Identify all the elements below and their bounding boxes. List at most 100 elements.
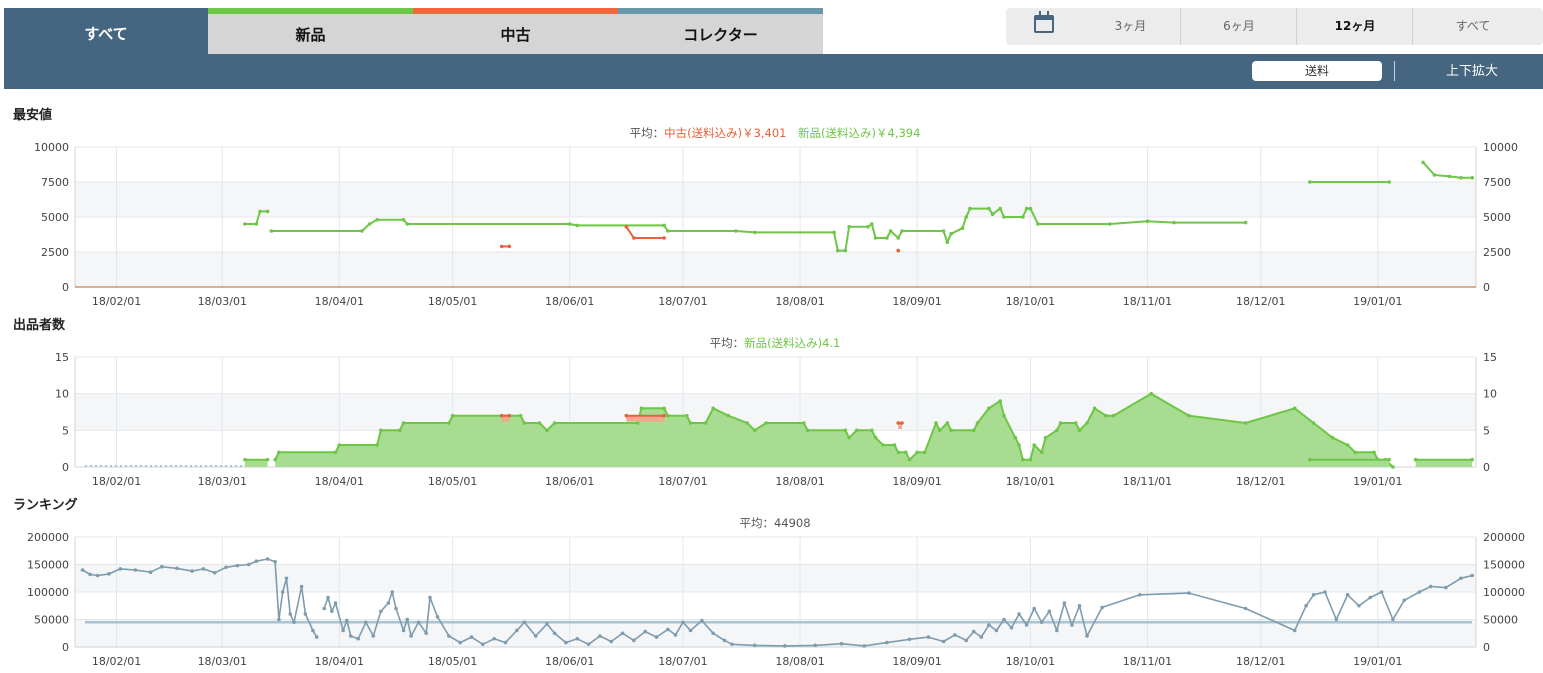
x-tick-label: 18/11/01 — [1123, 295, 1172, 308]
y-tick-label-right: 10 — [1483, 388, 1497, 401]
data-point — [1470, 457, 1475, 462]
data-point — [1149, 391, 1154, 396]
data-point — [273, 457, 277, 462]
data-point — [575, 636, 580, 641]
data-point — [564, 640, 568, 645]
condition-tabs: すべて 新品 中古 コレクター — [4, 8, 823, 54]
chart-toolbar: 送料 上下拡大 — [4, 54, 1543, 89]
data-point — [945, 240, 950, 244]
data-point — [964, 215, 969, 219]
data-point — [700, 618, 704, 623]
x-tick-label: 18/05/01 — [428, 295, 477, 308]
tab-collector[interactable]: コレクター — [618, 8, 823, 54]
data-point — [1391, 465, 1395, 469]
data-point — [545, 622, 549, 626]
data-point — [1002, 215, 1006, 219]
data-point — [745, 421, 749, 425]
data-point — [469, 635, 474, 639]
data-point — [1021, 457, 1025, 462]
data-point — [922, 450, 927, 455]
series-line — [323, 574, 1473, 647]
data-point — [1428, 584, 1433, 589]
data-point — [1402, 598, 1407, 603]
data-point — [265, 209, 270, 214]
tab-all-label: すべて — [84, 25, 128, 43]
data-point — [1311, 592, 1316, 597]
x-tick-label: 18/05/01 — [428, 475, 477, 488]
data-point — [1085, 634, 1089, 638]
data-point — [1345, 592, 1350, 597]
data-point — [1387, 180, 1391, 184]
x-tick-label: 18/04/01 — [315, 475, 364, 488]
data-point — [1470, 573, 1475, 578]
shipping-toggle-button[interactable]: 送料 — [1252, 61, 1382, 81]
x-tick-label: 18/06/01 — [545, 295, 594, 308]
vertical-zoom-button[interactable]: 上下拡大 — [1445, 64, 1498, 79]
data-point — [892, 443, 897, 447]
y-tick-label-left: 0 — [62, 461, 69, 474]
data-point — [1353, 450, 1357, 455]
data-point — [397, 428, 402, 433]
series-line — [244, 210, 268, 225]
series-area — [244, 459, 268, 467]
data-point — [394, 606, 398, 611]
data-point — [1024, 623, 1029, 627]
data-point — [1002, 617, 1006, 622]
data-point — [1039, 450, 1044, 455]
range-3m[interactable]: 3ヶ月 — [1114, 19, 1147, 33]
data-point — [1070, 623, 1074, 627]
tab-used[interactable]: 中古 — [413, 8, 618, 54]
data-point — [1334, 617, 1339, 622]
y-tick-label-right: 5000 — [1483, 211, 1511, 224]
data-point — [265, 457, 270, 462]
data-point — [447, 634, 451, 638]
data-point — [903, 450, 908, 455]
tab-all[interactable]: すべて — [4, 8, 208, 54]
data-point — [224, 565, 228, 570]
series-area — [275, 393, 1393, 467]
data-point — [684, 413, 689, 418]
data-point — [1243, 606, 1248, 611]
data-point — [896, 236, 901, 240]
data-point — [499, 413, 504, 418]
average-prefix: 平均： — [630, 126, 665, 140]
data-point — [537, 421, 542, 425]
data-point — [280, 590, 285, 594]
data-point — [994, 628, 999, 633]
data-point — [1413, 457, 1418, 462]
grid-band — [75, 147, 1476, 182]
range-all[interactable]: すべて — [1412, 8, 1533, 45]
data-point — [896, 248, 901, 253]
data-point — [1077, 603, 1082, 608]
data-point — [503, 640, 508, 645]
data-point — [435, 614, 440, 619]
range-selector: 3ヶ月 6ヶ月 12ヶ月 すべて — [1006, 8, 1543, 45]
y-tick-label-right: 200000 — [1483, 531, 1525, 544]
chart-average-label: 平均：中古(送料込み)￥3,401 新品(送料込み)￥4,394 — [630, 126, 921, 140]
data-point — [450, 413, 455, 418]
range-12m[interactable]: 12ヶ月 — [1296, 8, 1413, 45]
grid-band — [75, 564, 1476, 592]
data-point — [949, 428, 953, 433]
x-tick-label: 18/11/01 — [1123, 655, 1172, 668]
data-point — [586, 642, 591, 647]
data-point — [409, 634, 413, 638]
data-point — [726, 413, 731, 418]
x-tick-label: 18/08/01 — [775, 655, 824, 668]
data-point — [1459, 176, 1463, 180]
data-point — [1345, 443, 1350, 447]
data-point — [643, 629, 648, 634]
data-point — [235, 563, 240, 568]
data-point — [869, 222, 874, 226]
data-point — [345, 618, 349, 623]
data-point — [1421, 160, 1425, 165]
data-point — [212, 570, 217, 575]
data-point — [254, 222, 259, 226]
range-6m[interactable]: 6ヶ月 — [1180, 8, 1297, 45]
y-tick-label-right: 5 — [1483, 424, 1490, 437]
tab-new[interactable]: 新品 — [208, 8, 413, 54]
data-point — [1443, 585, 1448, 590]
data-point — [900, 421, 904, 425]
data-point — [987, 406, 991, 411]
